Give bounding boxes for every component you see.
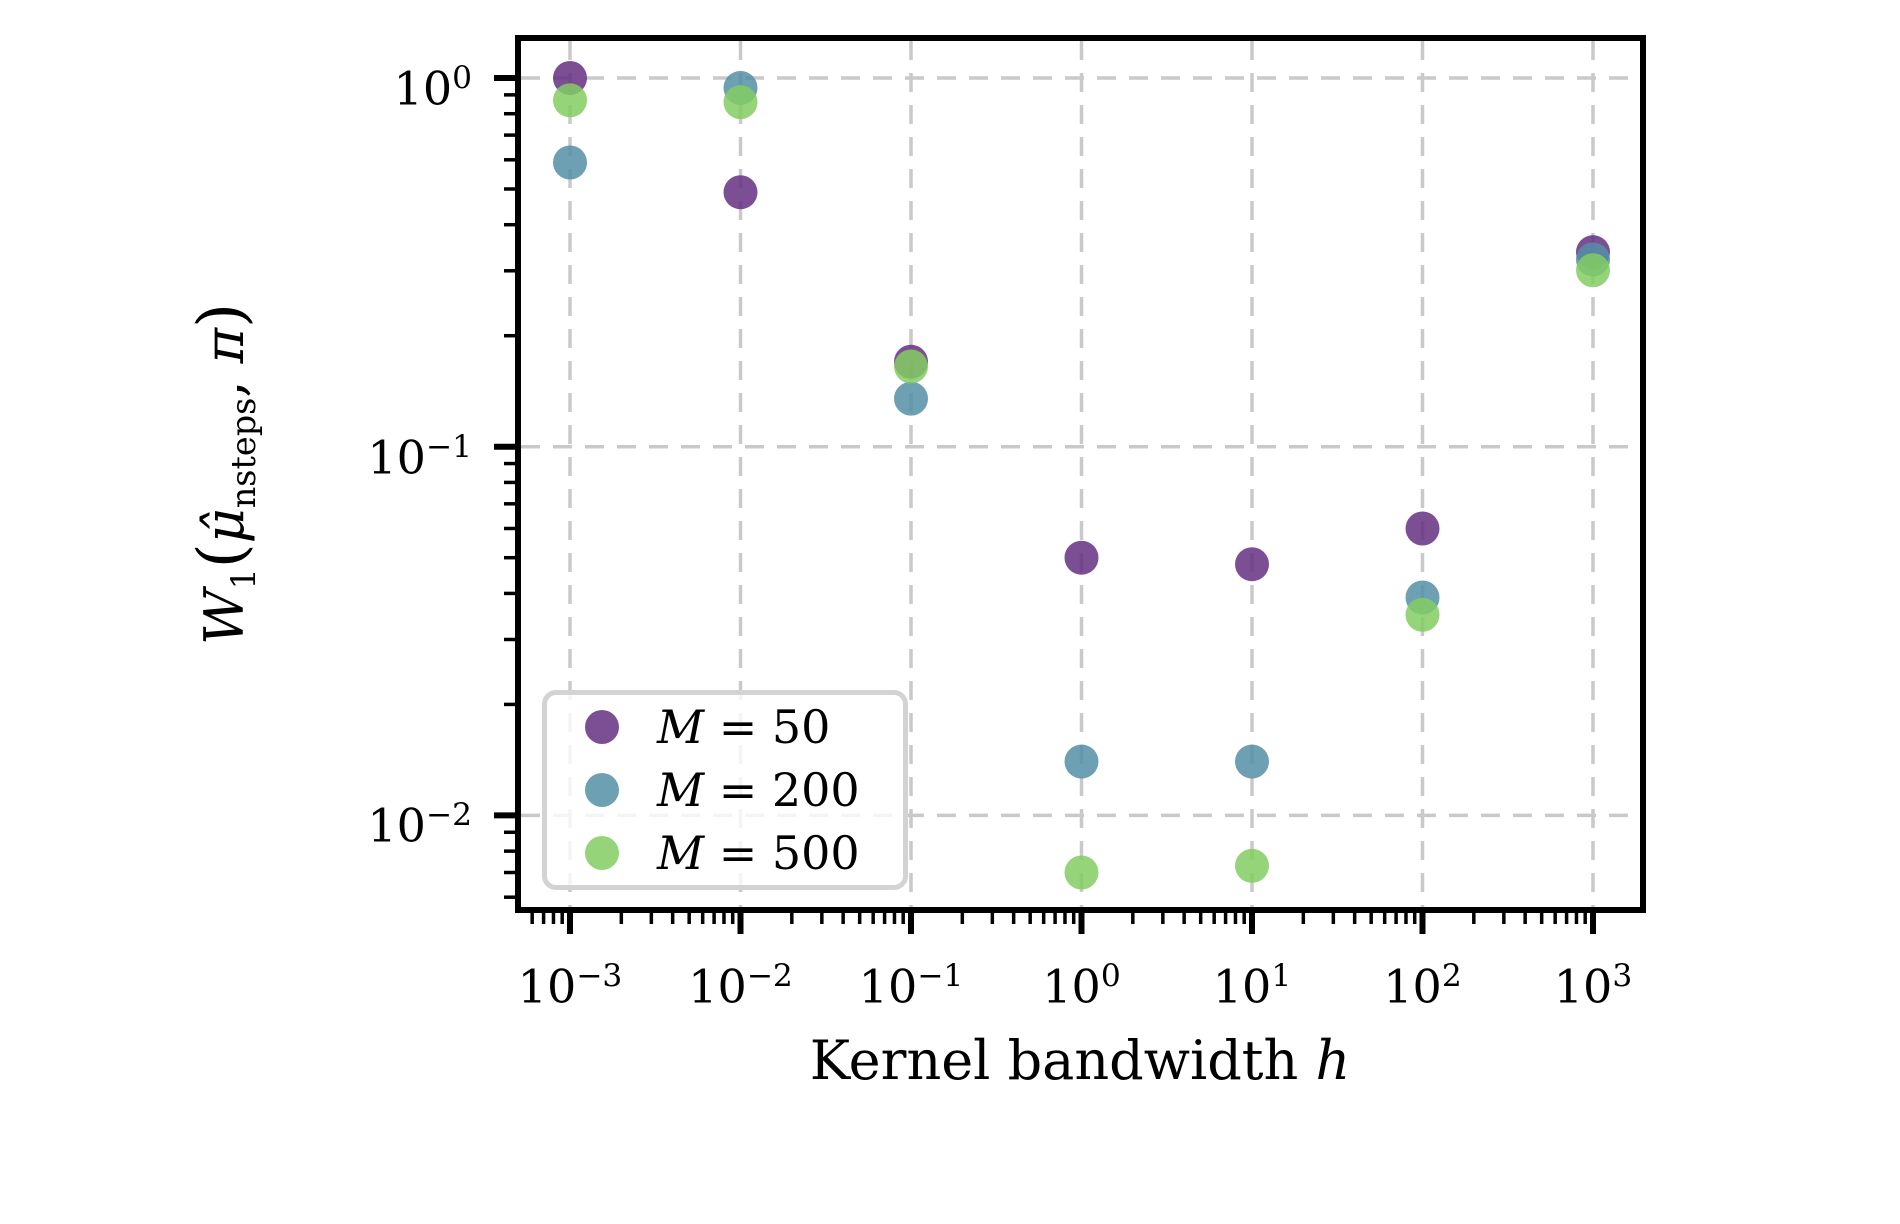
x-tick-label: 101 (1212, 958, 1292, 1014)
x-tick-label: 102 (1383, 958, 1462, 1014)
legend-row-m200: M = 200 (547, 763, 903, 817)
scatter-point (894, 381, 928, 416)
scatter-point (723, 175, 758, 210)
x-tick-label: 10−1 (858, 958, 964, 1014)
legend: M = 50 M = 200 M = 500 (542, 690, 908, 890)
x-tick-label: 103 (1553, 958, 1633, 1014)
y-tick-label: 10−1 (367, 428, 472, 485)
scatter-point (894, 349, 928, 384)
x-tick-label: 10−2 (688, 958, 793, 1014)
x-tick-label: 100 (1042, 958, 1121, 1014)
scatter-point (1405, 511, 1440, 546)
scatter-point (1235, 744, 1269, 779)
scatter-point (553, 145, 587, 180)
legend-label-m50: M = 50 (657, 699, 831, 754)
legend-marker-m200-icon (585, 772, 619, 807)
y-label-mu: μ̂ (193, 508, 256, 544)
legend-row-m50: M = 50 (547, 700, 903, 754)
scatter-point (553, 83, 587, 118)
scatter-point (723, 85, 758, 120)
scatter-point (1064, 855, 1099, 890)
scatter-point (1235, 848, 1269, 883)
legend-marker-m50-icon (585, 709, 619, 744)
scatter-point (1064, 744, 1099, 779)
scatter-point (1576, 253, 1610, 288)
legend-label-m200: M = 200 (657, 762, 860, 817)
scatter-point (1064, 540, 1099, 575)
y-tick-label: 10−2 (367, 797, 472, 853)
y-label-symbol: W (193, 589, 256, 646)
x-label-var: h (1315, 1029, 1351, 1092)
y-tick-label: 100 (393, 60, 472, 116)
x-axis-label: Kernel bandwidth h (809, 1029, 1351, 1092)
legend-marker-m500-icon (585, 836, 619, 871)
legend-row-m500: M = 500 (547, 826, 903, 880)
scatter-point (1235, 547, 1269, 582)
scatter-point (1405, 597, 1440, 632)
x-tick-label: 10−3 (517, 958, 623, 1014)
legend-label-m500: M = 500 (657, 826, 860, 881)
y-label-pi: π (193, 327, 256, 364)
